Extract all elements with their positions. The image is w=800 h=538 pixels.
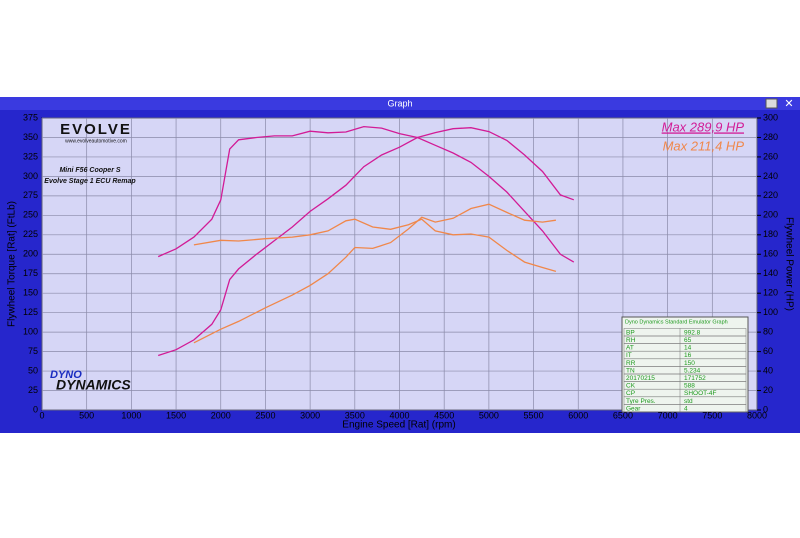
y-tick-label: 275 [23,190,38,200]
x-tick-label: 5500 [524,410,544,420]
y-tick-label: 250 [23,210,38,220]
series-line [193,218,557,273]
x-tick-label: 2000 [211,410,231,420]
y-tick-label: 25 [28,385,38,395]
title-bar [0,97,800,110]
x-tick-label: 500 [79,410,94,420]
window-title: Graph [387,98,412,108]
y2-tick-label: 120 [763,288,778,298]
table-cell: IT [626,352,632,359]
y2-tick-label: 180 [763,229,778,239]
table-cell: Tyre Pres. [626,398,656,405]
table-cell: SHOOT-4F [684,390,717,397]
y-tick-label: 50 [28,365,38,375]
x-tick-label: 4500 [434,410,454,420]
x-tick-label: 2500 [255,410,275,420]
table-cell: TN [626,367,635,374]
y-tick-label: 225 [23,229,38,239]
y2-tick-label: 0 [763,404,768,414]
y-axis-label: Flywheel Torque [Rat] (FtLb) [7,201,18,327]
y2-tick-label: 100 [763,307,778,317]
x-tick-label: 6000 [568,410,588,420]
y2-tick-label: 240 [763,171,778,181]
y-tick-label: 125 [23,307,38,317]
close-button[interactable]: ✕ [784,98,793,110]
x-tick-label: 3500 [345,410,365,420]
logo: DYNO [50,369,82,381]
y2-tick-label: 220 [763,190,778,200]
table-cell: 20170215 [626,375,655,382]
series-line [157,127,575,357]
x-tick-label: 6500 [613,410,633,420]
table-cell: CK [626,383,636,390]
table-cell: CP [626,390,635,397]
series-line [193,203,556,344]
y2-tick-label: 300 [763,112,778,122]
table-cell: Gear [626,405,641,412]
y2-tick-label: 80 [763,327,773,337]
y2-tick-label: 200 [763,210,778,220]
x-tick-label: 1000 [121,410,141,420]
y2-tick-label: 160 [763,249,778,259]
y-tick-label: 325 [23,151,38,161]
y-tick-label: 375 [23,112,38,122]
table-cell: 4 [684,405,688,412]
y2-tick-label: 20 [763,385,773,395]
table-cell: 171752 [684,375,706,382]
annotation: Evolve Stage 1 ECU Remap [44,178,136,185]
x-tick-label: 8000 [747,410,767,420]
x-tick-label: 1500 [166,410,186,420]
table-cell: 150 [684,360,695,367]
y-tick-label: 150 [23,288,38,298]
logo: EVOLVE [60,121,132,138]
y2-tick-label: 140 [763,268,778,278]
table-cell: RH [626,337,636,344]
table-cell: BP [626,329,635,336]
table-cell: 992.8 [684,329,701,336]
y2-tick-label: 40 [763,365,773,375]
restore-button[interactable] [765,98,778,109]
table-cell: 65 [684,337,692,344]
table-cell: 588 [684,383,695,390]
table-cell: 5.234 [684,367,701,374]
y2-tick-label: 280 [763,132,778,142]
x-tick-label: 7500 [702,410,722,420]
logo-url: www.evolveautomotive.com [65,138,127,144]
y2-tick-label: 260 [763,151,778,161]
table-cell: 14 [684,345,692,352]
legend-text: Max 211,4 HP [663,138,745,153]
y-tick-label: 350 [23,132,38,142]
x-tick-label: 7000 [658,410,678,420]
series-line [157,125,575,263]
table-cell: RR [626,360,636,367]
table-box [621,316,749,413]
y-tick-label: 175 [23,268,38,278]
x-tick-label: 4000 [389,410,409,420]
y-tick-label: 100 [23,327,38,337]
table-row [623,404,747,413]
y-tick-label: 0 [33,404,38,414]
table-header: Dyno Dynamics Standard Emulator Graph [625,319,728,325]
y-tick-label: 300 [23,171,38,181]
table-cell: AT [626,345,634,352]
y2-axis-label: Flywheel Power (HP) [783,217,794,311]
annotation: Mini F56 Cooper S [59,167,120,174]
table-cell: std [684,398,693,405]
y2-tick-label: 60 [763,346,773,356]
x-tick-label: 0 [39,410,44,420]
y-tick-label: 75 [28,346,38,356]
y-tick-label: 200 [23,249,38,259]
x-axis-label: Engine Speed [Rat] (rpm) [342,420,455,431]
legend-text: Max 289,9 HP [662,119,745,134]
logo: DYNAMICS [56,377,131,393]
table-cell: 16 [684,352,692,359]
x-tick-label: 3000 [300,410,320,420]
x-tick-label: 5000 [479,410,499,420]
